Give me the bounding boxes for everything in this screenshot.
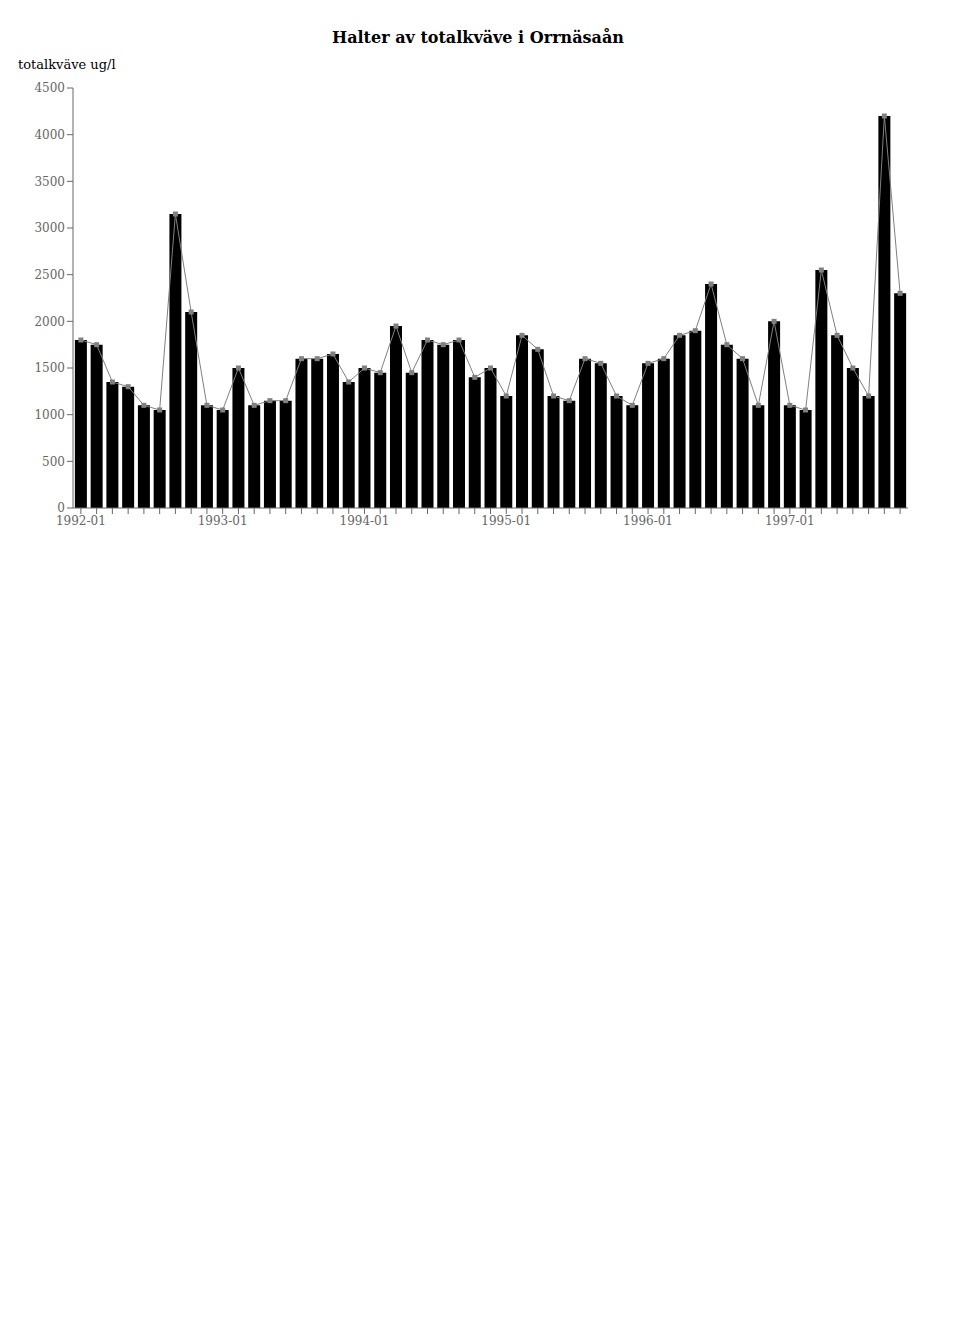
html-text:totalkväve ug/l: totalkväve ug/l — [18, 57, 116, 72]
svg-text:1993-01: 1993-01 — [198, 514, 248, 528]
svg-text:500: 500 — [42, 455, 65, 469]
svg-text:3500: 3500 — [34, 175, 65, 189]
svg-text:1500: 1500 — [34, 361, 65, 375]
svg-text:4500: 4500 — [34, 81, 65, 95]
svg-text:1995-01: 1995-01 — [481, 514, 531, 528]
svg-text:1997-01: 1997-01 — [765, 514, 815, 528]
svg-text:1000: 1000 — [34, 408, 65, 422]
svg-text:2000: 2000 — [34, 315, 65, 329]
svg-text:1996-01: 1996-01 — [623, 514, 673, 528]
svg-text:4000: 4000 — [34, 128, 65, 142]
svg-text:1992-01: 1992-01 — [56, 514, 106, 528]
svg-text:2500: 2500 — [34, 268, 65, 282]
svg-text:0: 0 — [57, 501, 65, 515]
svg-text:1994-01: 1994-01 — [340, 514, 390, 528]
svg-text:3000: 3000 — [34, 221, 65, 235]
html-text:Halter av totalkväve i Orrnäsa: Halter av totalkväve i Orrnäsaån — [332, 28, 624, 47]
